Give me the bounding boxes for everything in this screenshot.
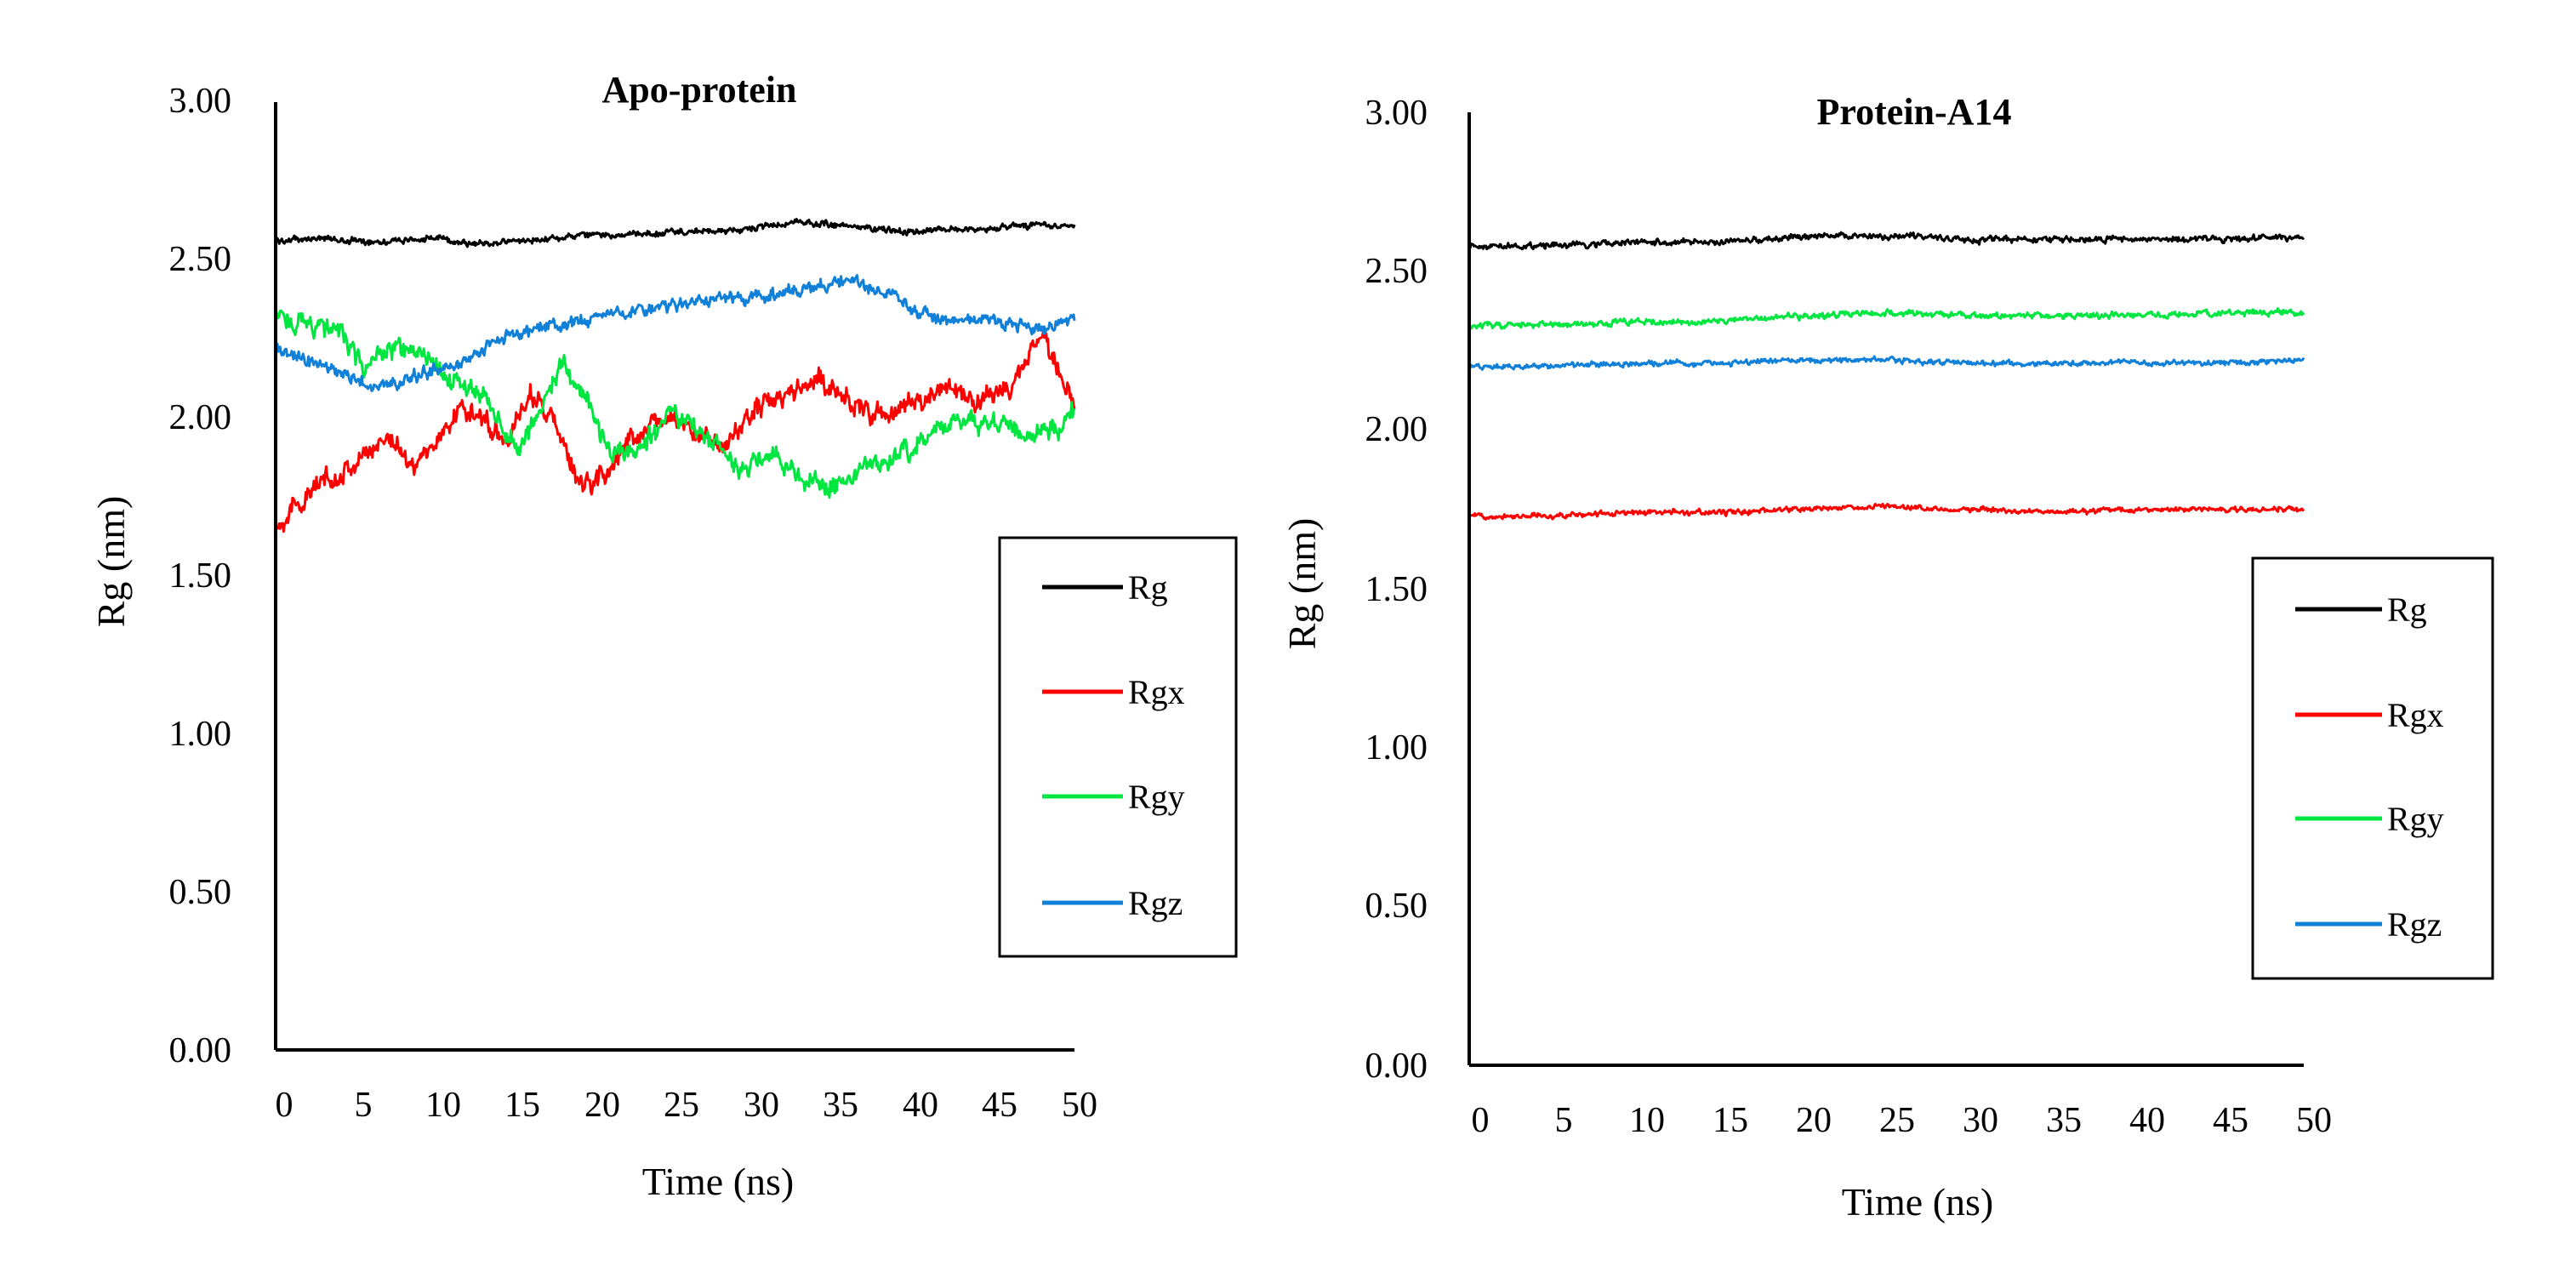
x-axis-label: Time (ns) — [1842, 1180, 1994, 1224]
series-line-rg — [275, 218, 1076, 248]
legend: Rg Rgx Rgy Rgz — [2251, 556, 2494, 980]
y-axis-label: Rg (nm) — [89, 496, 133, 628]
legend-label-rgx: Rgx — [2387, 696, 2444, 734]
y-tick-label: 2.50 — [1365, 252, 1428, 291]
legend-label-rgy: Rgy — [2387, 800, 2444, 838]
x-tick-label: 10 — [425, 1086, 461, 1125]
y-tick-label: 0.50 — [1365, 887, 1428, 926]
series-line-rgz — [275, 274, 1076, 392]
chart-title: Apo-protein — [602, 69, 797, 111]
legend-label-rgx: Rgx — [1128, 673, 1185, 711]
y-tick-label: 3.00 — [1365, 94, 1428, 133]
x-tick-label: 0 — [276, 1086, 294, 1125]
y-tick-label: 1.00 — [1365, 728, 1428, 767]
x-tick-label: 50 — [1062, 1086, 1097, 1125]
x-tick-label: 15 — [1713, 1101, 1748, 1140]
y-tick-label: 1.00 — [169, 715, 232, 754]
y-tick-label: 2.00 — [169, 398, 232, 437]
x-tick-label: 45 — [982, 1086, 1017, 1125]
chart-protein-a14: 0.00 0.50 1.00 1.50 2.00 2.50 3.00 0 5 1… — [1280, 91, 2494, 1224]
x-tick-label: 30 — [744, 1086, 779, 1125]
x-tick-label: 10 — [1629, 1101, 1665, 1140]
x-tick-label: 5 — [355, 1086, 373, 1125]
y-tick-label: 0.50 — [169, 873, 232, 912]
x-tick-label: 25 — [1879, 1101, 1915, 1140]
x-tick-label: 30 — [1963, 1101, 1998, 1140]
legend-label-rgz: Rgz — [2387, 905, 2442, 944]
x-tick-label: 20 — [1796, 1101, 1832, 1140]
series-line-rgx — [1468, 502, 2305, 521]
x-tick-label: 40 — [903, 1086, 938, 1125]
x-tick-label: 35 — [2046, 1101, 2082, 1140]
x-axis-label: Time (ns) — [642, 1160, 795, 1203]
y-tick-label: 2.50 — [169, 240, 232, 279]
x-tick-label: 0 — [1472, 1101, 1490, 1140]
y-axis-label: Rg (nm) — [1280, 518, 1324, 650]
chart-title: Protein-A14 — [1817, 91, 2012, 133]
series-line-rg — [1468, 231, 2305, 251]
series-line-rgy — [274, 309, 1076, 499]
legend-label-rgz: Rgz — [1128, 884, 1183, 922]
x-tick-label: 50 — [2296, 1101, 2332, 1140]
x-tick-label: 40 — [2129, 1101, 2165, 1140]
x-tick-label: 5 — [1555, 1101, 1573, 1140]
legend-box — [998, 536, 1238, 958]
legend-label-rg: Rg — [1128, 568, 1168, 607]
legend-box — [2251, 556, 2494, 980]
legend-label-rg: Rg — [2387, 590, 2427, 629]
series-line-rgy — [1468, 307, 2305, 330]
y-tick-label: 2.00 — [1365, 410, 1428, 449]
y-tick-label: 1.50 — [1365, 570, 1428, 609]
y-tick-label: 0.00 — [1365, 1047, 1428, 1086]
x-tick-label: 20 — [584, 1086, 620, 1125]
x-tick-label: 45 — [2213, 1101, 2248, 1140]
y-tick-label: 1.50 — [169, 556, 232, 596]
legend-label-rgy: Rgy — [1128, 778, 1185, 816]
legend: Rg Rgx Rgy Rgz — [998, 536, 1238, 958]
y-tick-label: 3.00 — [169, 82, 232, 121]
x-tick-label: 35 — [823, 1086, 858, 1125]
y-tick-label: 0.00 — [169, 1031, 232, 1070]
x-tick-label: 25 — [664, 1086, 699, 1125]
chart-apo-protein: 0.00 0.50 1.00 1.50 2.00 2.50 3.00 0 5 1… — [89, 69, 1238, 1203]
x-tick-label: 15 — [504, 1086, 540, 1125]
series-line-rgz — [1468, 355, 2305, 371]
